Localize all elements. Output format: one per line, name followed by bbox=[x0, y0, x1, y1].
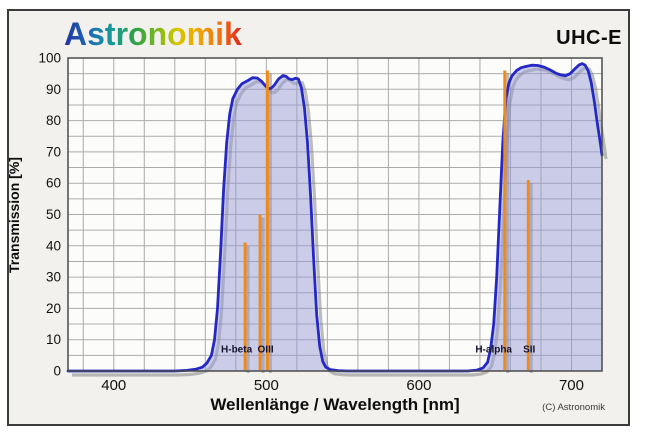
transmission-curve bbox=[66, 62, 604, 373]
x-axis-title: Wellenlänge / Wavelength [nm] bbox=[210, 395, 460, 414]
x-tick-label: 600 bbox=[406, 377, 431, 394]
y-tick-label: 90 bbox=[46, 82, 61, 97]
y-tick-label: 20 bbox=[46, 301, 61, 316]
emission-label-H-beta: H-beta bbox=[221, 345, 253, 356]
x-tick-label: 500 bbox=[254, 377, 279, 394]
y-tick-label: 100 bbox=[38, 51, 61, 66]
curve-shadow bbox=[72, 65, 608, 377]
y-tick-label: 80 bbox=[46, 113, 61, 128]
y-tick-label: 0 bbox=[53, 364, 61, 379]
emission-label-OIII-501: OIII bbox=[258, 345, 274, 356]
y-tick-label: 30 bbox=[46, 270, 61, 285]
y-tick-label: 10 bbox=[46, 332, 61, 347]
y-tick-label: 50 bbox=[46, 207, 61, 222]
y-axis-title: Transmission [%] bbox=[6, 157, 22, 273]
filter-model-label: UHC-E bbox=[556, 27, 622, 49]
x-tick-label: 700 bbox=[559, 377, 584, 394]
emission-label-H-alpha: H-alpha bbox=[475, 345, 512, 356]
y-tick-label: 40 bbox=[46, 238, 61, 253]
y-tick-label: 60 bbox=[46, 176, 61, 191]
y-tick-label: 70 bbox=[46, 144, 61, 159]
transmission-area-fill bbox=[68, 63, 602, 371]
emission-label-SII: SII bbox=[523, 345, 535, 356]
astronomik-logo: Astronomik bbox=[64, 16, 242, 52]
x-tick-label: 400 bbox=[101, 377, 126, 394]
copyright-label: (C) Astronomik bbox=[542, 402, 605, 413]
plot-border bbox=[67, 57, 603, 372]
